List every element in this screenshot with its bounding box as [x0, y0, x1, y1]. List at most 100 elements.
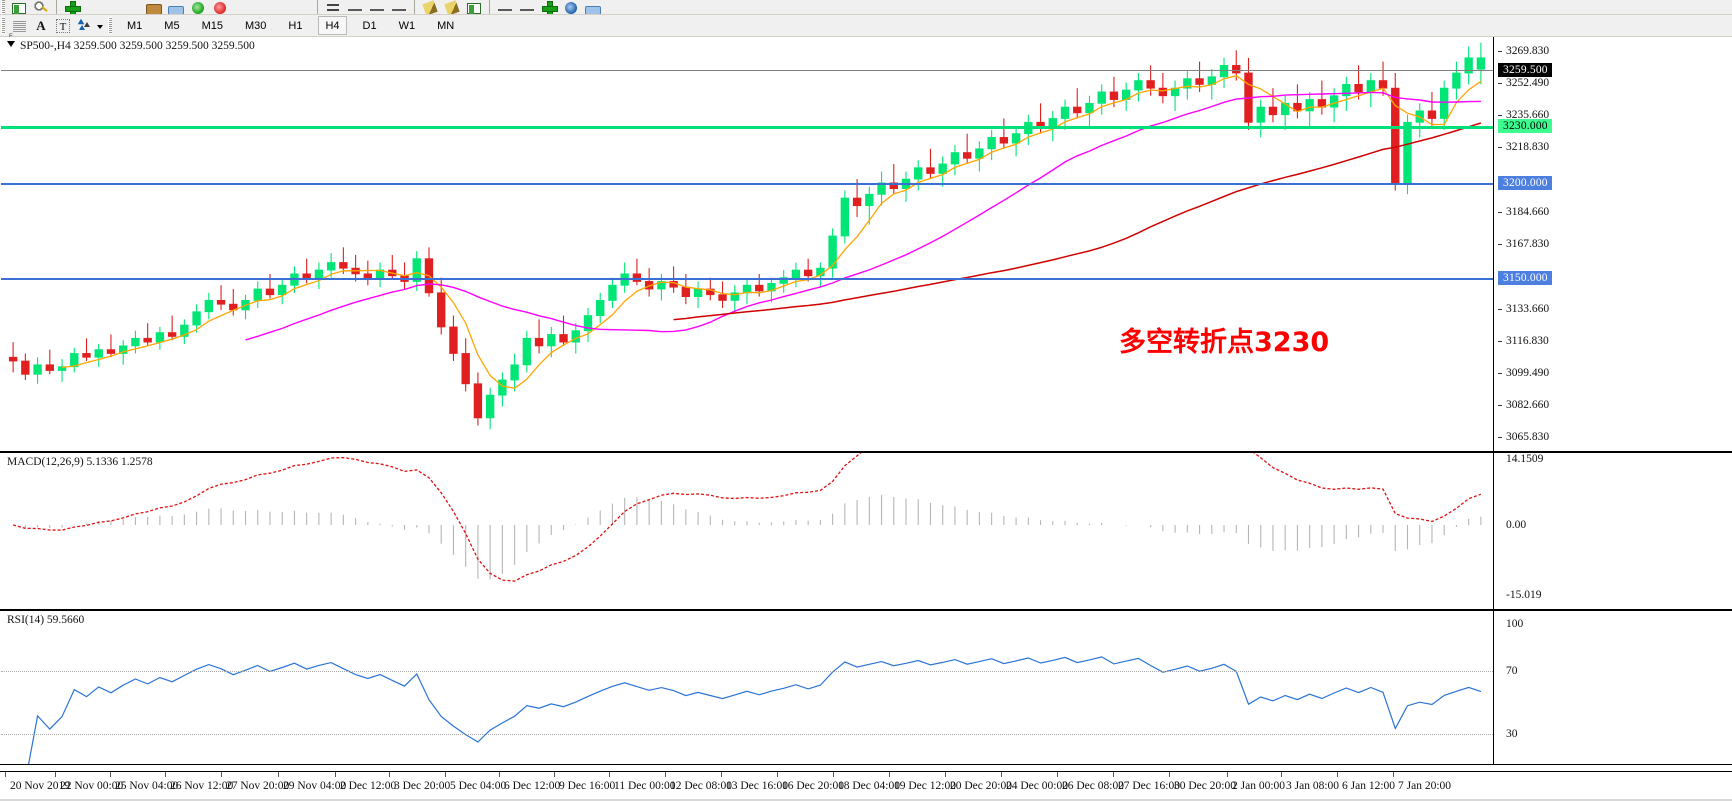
timeframe-selector[interactable]: M1 M5 M15 M30 H1 H4 D1 W1 MN	[121, 16, 460, 35]
rsi-svg	[28, 656, 1482, 764]
timeframe-m30[interactable]: M30	[244, 19, 267, 32]
align-icon[interactable]	[322, 0, 344, 14]
time-axis-label: 30 Dec 20:00	[1174, 780, 1236, 792]
add-icon[interactable]	[538, 0, 560, 14]
time-axis-label: 13 Dec 16:00	[726, 780, 788, 792]
timeframe-mn[interactable]: MN	[437, 19, 455, 32]
time-axis-label: 6 Dec 12:00	[504, 780, 561, 792]
time-axis-label: 18 Dec 04:00	[838, 780, 900, 792]
macd-plot-area[interactable]: MACD(12,26,9) 5.1336 1.2578	[1, 453, 1494, 609]
edit-alt-icon[interactable]	[441, 0, 463, 14]
main-toolbar[interactable]	[0, 0, 1732, 15]
timeframe-m15[interactable]: M15	[201, 19, 223, 32]
level-3150-tag: 3150.000	[1498, 270, 1552, 285]
timeframe-h4[interactable]: H4	[318, 16, 347, 35]
time-tick	[165, 772, 166, 777]
timeframe-h1[interactable]: H1	[288, 19, 303, 32]
time-tick	[110, 772, 111, 777]
rsi-panel: RSI(14) 59.5660 100 70 30	[0, 610, 1732, 765]
terminal-icon[interactable]	[165, 0, 187, 14]
data-window-icon[interactable]	[582, 0, 604, 14]
new-chart-icon[interactable]	[8, 0, 30, 14]
time-axis[interactable]: 20 Nov 2019 22 Nov 00:00 25 Nov 04:00 26 No…	[0, 771, 1732, 801]
time-axis-label: 9 Dec 16:00	[559, 780, 616, 792]
rsi-scale: 100 70 30	[1496, 611, 1732, 764]
label-tool-label: T	[56, 18, 70, 33]
time-axis-label: 26 Nov 12:00	[170, 780, 234, 792]
time-axis-label: 25 Nov 04:00	[115, 780, 179, 792]
time-axis-label: 19 Dec 12:00	[894, 780, 956, 792]
expert-advisor-icon[interactable]	[143, 0, 165, 14]
price-tickmark	[1498, 83, 1502, 85]
crosshair-label: F	[9, 34, 13, 40]
price-tick-label: 3184.660	[1506, 205, 1550, 218]
price-tickmark	[1498, 211, 1502, 213]
add-indicator-icon[interactable]	[61, 0, 83, 14]
time-axis-label: 2 Dec 12:00	[340, 780, 397, 792]
toolbar-grip[interactable]	[1, 0, 5, 14]
zoom-in-icon[interactable]	[494, 0, 516, 14]
time-tick	[445, 772, 446, 777]
toolbar-separator-4	[489, 0, 490, 14]
edit-icon[interactable]	[419, 0, 441, 14]
toolbar-separator-2	[317, 0, 318, 14]
price-scale[interactable]: 3269.830 3252.490 3235.660 3218.830 3184.660…	[1496, 37, 1732, 451]
timeframe-w1[interactable]: W1	[398, 19, 416, 32]
price-tick-label: 3082.660	[1506, 399, 1550, 412]
price-tickmark	[1498, 115, 1502, 117]
tools-toolbar-grip[interactable]	[1, 17, 5, 34]
time-axis-label: 27 Dec 16:00	[1118, 780, 1180, 792]
price-level-line-3260	[1, 70, 1493, 72]
zoom-out-icon[interactable]	[516, 0, 538, 14]
timeframe-m5[interactable]: M5	[164, 19, 180, 32]
time-tick	[278, 772, 279, 777]
price-tickmark	[1498, 50, 1502, 52]
window-icon[interactable]	[463, 0, 485, 14]
rsi-plot-area[interactable]: RSI(14) 59.5660	[1, 611, 1494, 764]
price-tick-label: 3218.830	[1506, 141, 1550, 154]
rsi-tick-label: 30	[1506, 728, 1518, 741]
time-axis-label: 12 Dec 08:00	[670, 780, 732, 792]
time-tick	[1337, 772, 1338, 777]
time-tick	[389, 772, 390, 777]
time-tick	[1001, 772, 1002, 777]
time-tick	[889, 772, 890, 777]
price-tick-label: 3116.830	[1506, 334, 1549, 347]
symbol-ohlc-text: SP500-,H4 3259.500 3259.500 3259.500 325…	[20, 40, 255, 52]
price-tick-label: 3235.660	[1506, 109, 1550, 122]
price-plot-area[interactable]: SP500-,H4 3259.500 3259.500 3259.500 325…	[1, 37, 1494, 451]
time-axis-label: 3 Dec 20:00	[394, 780, 451, 792]
stop-icon[interactable]	[209, 0, 231, 14]
time-tick	[5, 772, 6, 777]
price-tick-label: 3167.830	[1506, 237, 1550, 250]
macd-tick-label: 0.00	[1506, 519, 1527, 532]
shapes-icon[interactable]	[74, 16, 96, 36]
time-tick	[1393, 772, 1394, 777]
time-axis-label: 2 Jan 00:00	[1232, 780, 1286, 792]
time-tick	[55, 772, 56, 777]
collapse-triangle-icon[interactable]	[7, 41, 15, 47]
timeframe-m1[interactable]: M1	[127, 19, 143, 32]
bar-chart-icon[interactable]	[344, 0, 366, 14]
time-axis-label: 20 Nov 2019	[10, 780, 71, 792]
rsi-level-30	[1, 734, 1493, 736]
rsi-tick-label: 70	[1506, 665, 1518, 678]
zoom-icon[interactable]	[30, 0, 52, 14]
line-chart-icon[interactable]	[388, 0, 410, 14]
start-icon[interactable]	[187, 0, 209, 14]
chevron-down-icon[interactable]	[97, 24, 103, 29]
candle-chart-icon[interactable]	[366, 0, 388, 14]
price-level-line-3150	[1, 277, 1493, 280]
time-axis-label: 16 Dec 20:00	[782, 780, 844, 792]
price-tick-label: 3065.830	[1506, 431, 1550, 444]
crosshair-icon[interactable]: F	[8, 16, 30, 40]
navigator-icon[interactable]	[560, 0, 582, 14]
tools-toolbar[interactable]: F A T M1 M5 M15 M30 H1 H4 D1 W1 MN	[0, 15, 1732, 40]
text-tool-icon[interactable]: A	[30, 16, 52, 36]
timeframe-d1[interactable]: D1	[362, 19, 377, 32]
timeframe-toolbar-grip[interactable]	[108, 17, 112, 34]
label-tool-icon[interactable]: T	[52, 16, 74, 36]
time-tick	[1227, 772, 1228, 777]
time-axis-label: 27 Nov 20:00	[226, 780, 290, 792]
price-tickmark	[1498, 308, 1502, 310]
